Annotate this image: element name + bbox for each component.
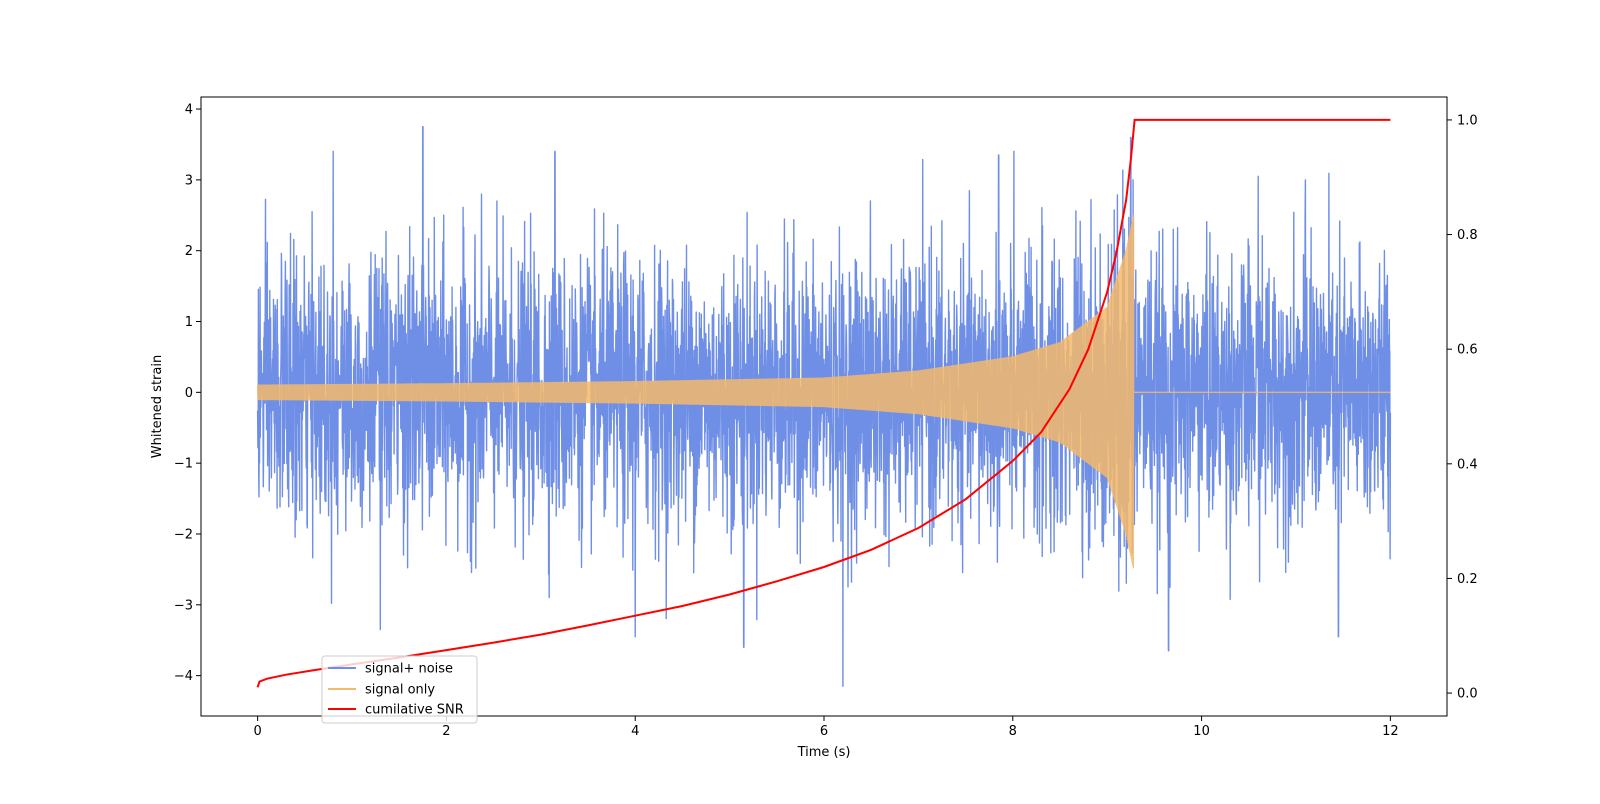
signal-noise-series — [256, 126, 1392, 687]
x-tick-label: 0 — [253, 724, 261, 739]
x-axis: 0 2 4 6 8 10 12 — [253, 716, 1399, 739]
y-axis-right: 0.0 0.2 0.4 0.6 0.8 1.0 — [1447, 113, 1478, 702]
y-tick-label: 4 — [185, 103, 193, 118]
y2-tick-label: 0.0 — [1457, 687, 1478, 702]
y-tick-label: 1 — [185, 315, 193, 330]
y2-tick-label: 0.4 — [1457, 457, 1478, 472]
x-tick-label: 10 — [1193, 724, 1210, 739]
signal-only-series — [256, 214, 1391, 569]
x-tick-label: 12 — [1382, 724, 1399, 739]
y-tick-label: 2 — [185, 244, 193, 259]
y-tick-label: 0 — [185, 386, 193, 401]
x-tick-label: 6 — [820, 724, 828, 739]
legend: signal+ noise signal only cumilative SNR — [321, 655, 478, 724]
y-axis-label: Whitened strain — [150, 355, 165, 458]
legend-label-signal-noise: signal+ noise — [365, 662, 453, 677]
y2-tick-label: 0.2 — [1457, 572, 1478, 587]
legend-label-cumulative-snr: cumilative SNR — [365, 703, 464, 718]
legend-box — [321, 655, 478, 724]
legend-label-signal-only: signal only — [365, 683, 435, 698]
y-axis-left: −4 −3 −2 −1 0 1 2 3 4 — [174, 103, 201, 684]
x-axis-label: Time (s) — [797, 745, 851, 760]
y2-tick-label: 0.8 — [1457, 228, 1478, 243]
y-tick-label: −1 — [174, 457, 193, 472]
x-tick-label: 8 — [1009, 724, 1017, 739]
y-tick-label: −4 — [174, 669, 193, 684]
y-tick-label: 3 — [185, 173, 193, 188]
y2-tick-label: 0.6 — [1457, 343, 1478, 358]
plot-lines — [256, 118, 1392, 688]
x-tick-label: 4 — [631, 724, 639, 739]
x-tick-label: 2 — [442, 724, 450, 739]
y-tick-label: −3 — [174, 598, 193, 613]
y-tick-label: −2 — [174, 527, 193, 542]
y2-tick-label: 1.0 — [1457, 113, 1478, 128]
